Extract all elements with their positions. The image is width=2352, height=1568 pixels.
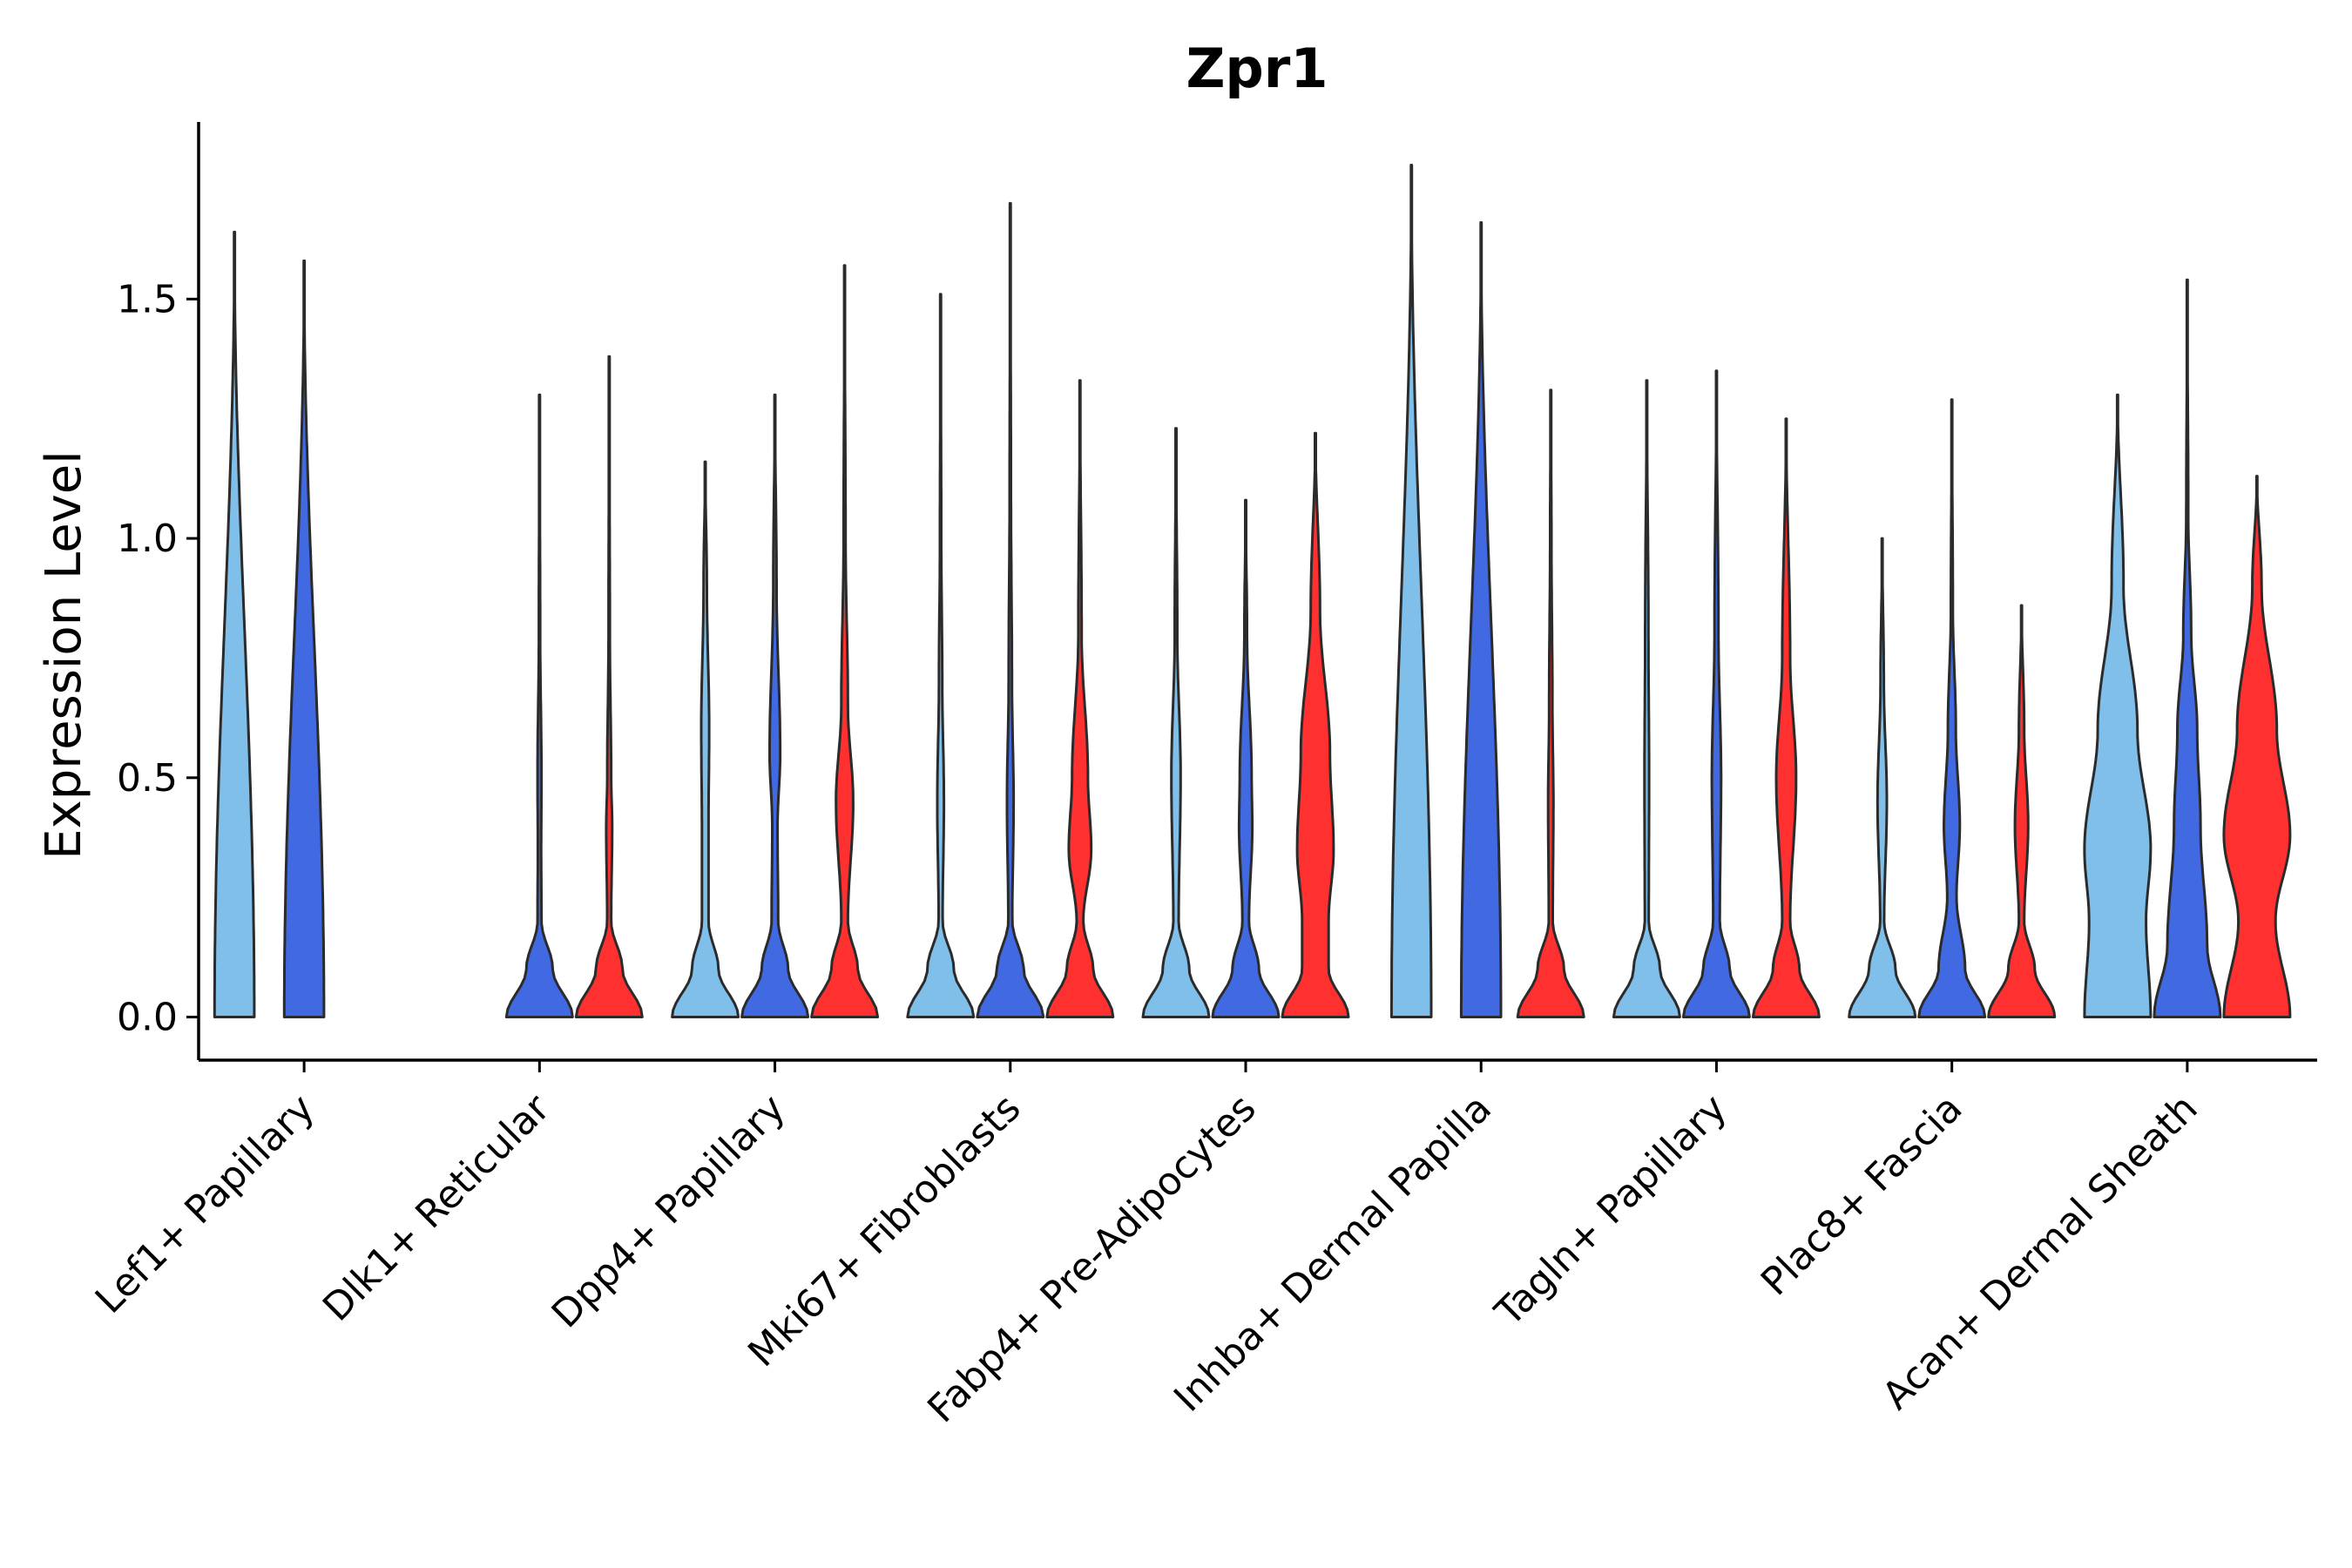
- violin-6-3: [1516, 389, 1585, 1018]
- violin-4-2: [976, 201, 1045, 1018]
- violin-9-3: [2222, 475, 2292, 1018]
- violin-2-3: [574, 355, 644, 1018]
- violin-1-2: [282, 259, 326, 1018]
- x-tick-label: Plac8+ Fascia: [1753, 1086, 1971, 1305]
- violin-7-2: [1681, 369, 1751, 1018]
- x-tick-label: Tagln+ Papillary: [1486, 1086, 1735, 1335]
- x-tick-label: Dlk1+ Reticular: [314, 1085, 559, 1330]
- x-tick-label: Dpp4+ Papillary: [544, 1086, 794, 1337]
- violin-3-1: [671, 460, 740, 1018]
- violin-5-3: [1281, 431, 1350, 1018]
- violin-4-3: [1045, 379, 1115, 1018]
- violin-3-3: [810, 264, 880, 1018]
- chart-title: Zpr1: [1186, 37, 1328, 100]
- y-tick-label: 0.5: [117, 756, 178, 801]
- y-axis-title: Expression Level: [36, 450, 92, 860]
- violin-9-2: [2153, 278, 2222, 1018]
- violin-5-1: [1141, 427, 1211, 1018]
- violin-4-1: [906, 293, 976, 1018]
- violin-8-1: [1848, 537, 1917, 1018]
- y-ticks: 0.0 0.5 1.0 1.5: [117, 277, 199, 1040]
- violin-1-1: [213, 230, 256, 1018]
- y-tick-label: 1.0: [117, 517, 178, 561]
- violin-8-2: [1917, 398, 1987, 1018]
- x-tick-label: Lef1+ Papillary: [87, 1086, 323, 1322]
- y-tick-label: 1.5: [117, 277, 178, 321]
- violin-7-3: [1751, 417, 1821, 1018]
- axes-layer: [197, 122, 2317, 1062]
- violin-9-1: [2083, 393, 2153, 1018]
- violin-5-2: [1211, 498, 1281, 1018]
- y-tick-label: 0.0: [117, 996, 178, 1040]
- violin-6-2: [1459, 220, 1503, 1018]
- violin-8-3: [1987, 604, 2057, 1018]
- violins-layer: [213, 164, 2292, 1018]
- violin-6-1: [1389, 164, 1433, 1018]
- x-tick-label: Mki67+ Fibroblasts: [740, 1086, 1029, 1375]
- violin-7-1: [1612, 379, 1681, 1018]
- violin-3-2: [740, 393, 810, 1018]
- violin-2-2: [504, 393, 574, 1018]
